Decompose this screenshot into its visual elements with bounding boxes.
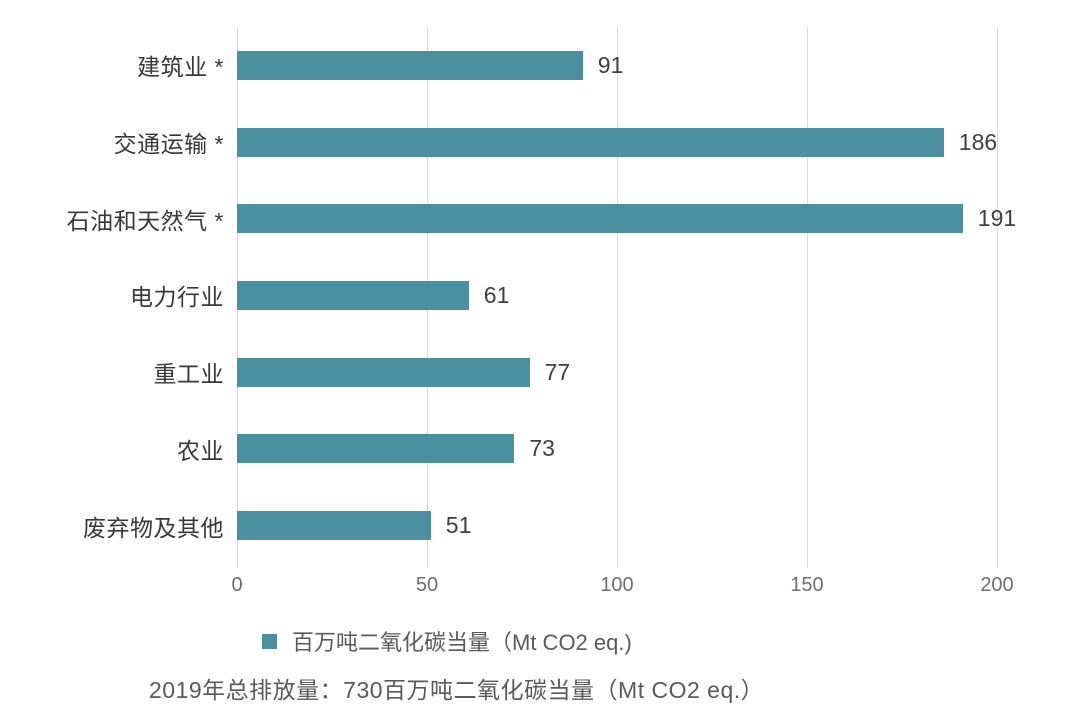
x-tick-label: 150 xyxy=(790,574,824,596)
value-label: 191 xyxy=(977,205,1017,232)
bar xyxy=(237,434,515,464)
x-tick-label: 0 xyxy=(231,574,243,596)
bar xyxy=(237,204,963,234)
value-label: 73 xyxy=(529,435,555,462)
gridline xyxy=(997,27,998,568)
chart-caption: 2019年总排放量：730百万吨二氧化碳当量（Mt CO2 eq.） xyxy=(149,677,765,703)
value-label: 91 xyxy=(597,51,624,78)
gridline xyxy=(807,27,808,568)
bar xyxy=(237,127,944,157)
value-label: 61 xyxy=(483,281,510,308)
category-label: 废弃物及其他 xyxy=(83,514,224,541)
bar-row: 电力行业 61 xyxy=(0,257,1069,334)
value-label: 186 xyxy=(958,128,998,155)
bar xyxy=(237,50,583,80)
bar-row: 石油和天然气 * 191 xyxy=(0,180,1069,257)
value-label: 77 xyxy=(544,358,571,385)
bar-row: 废弃物及其他 51 xyxy=(0,487,1069,564)
bar-row: 重工业 77 xyxy=(0,334,1069,411)
x-tick-label: 50 xyxy=(415,574,439,596)
category-label: 重工业 xyxy=(153,361,224,388)
bar-row: 交通运输 * 186 xyxy=(0,104,1069,181)
legend: 百万吨二氧化碳当量（Mt CO2 eq.) xyxy=(262,629,632,655)
gridline xyxy=(617,27,618,568)
category-label: 石油和天然气 * xyxy=(66,207,224,234)
category-label: 电力行业 xyxy=(130,284,224,311)
x-axis: 0 50 100 150 200 xyxy=(0,574,1069,602)
plot-area: 建筑业 * 91 交通运输 * 186 石油和天然气 * 191 电力行业 61 重工业 77 农业… xyxy=(0,27,1069,568)
category-label: 交通运输 * xyxy=(113,131,224,158)
bar-row: 农业 73 xyxy=(0,411,1069,488)
bar-row: 建筑业 * 91 xyxy=(0,27,1069,104)
legend-swatch-icon xyxy=(262,633,277,649)
category-label: 建筑业 * xyxy=(137,54,224,81)
bar xyxy=(237,280,469,310)
x-tick-label: 100 xyxy=(600,574,634,596)
bar xyxy=(237,511,431,541)
value-label: 51 xyxy=(445,512,472,539)
x-tick-label: 200 xyxy=(980,574,1014,596)
bar xyxy=(237,357,530,387)
legend-label: 百万吨二氧化碳当量（Mt CO2 eq.) xyxy=(292,630,632,655)
category-label: 农业 xyxy=(177,437,224,464)
